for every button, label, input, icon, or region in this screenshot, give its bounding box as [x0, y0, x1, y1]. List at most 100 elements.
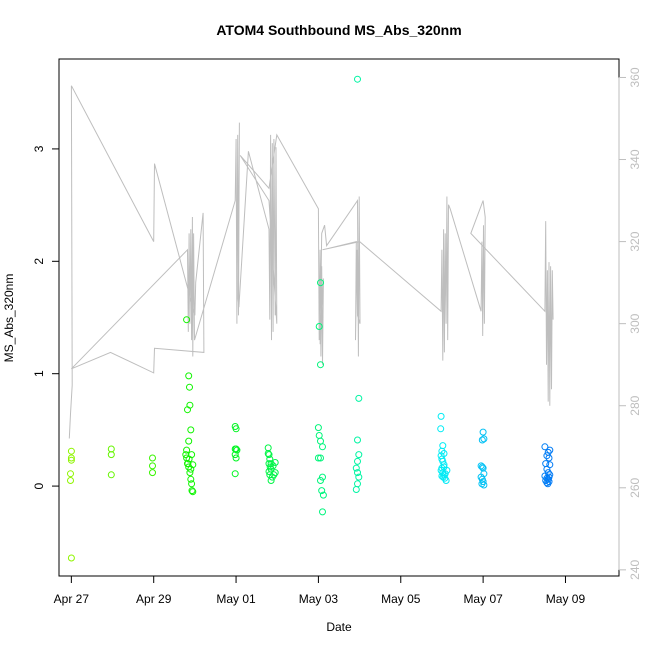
data-point — [437, 412, 445, 420]
data-point — [543, 452, 551, 460]
data-point — [319, 443, 326, 451]
y-tick-label: 2 — [32, 258, 46, 265]
data-point — [67, 477, 74, 484]
data-point — [480, 481, 488, 489]
data-point — [271, 469, 279, 477]
right-y-tick-label: 340 — [628, 149, 642, 169]
data-point — [354, 75, 361, 83]
data-point — [478, 436, 486, 444]
data-point — [319, 473, 326, 481]
data-point — [265, 460, 273, 468]
data-point — [355, 473, 363, 481]
x-tick-label: Apr 27 — [54, 592, 90, 606]
x-tick-label: May 09 — [546, 592, 586, 606]
data-point — [318, 487, 326, 495]
right-y-tick-label: 320 — [628, 231, 642, 251]
data-point — [354, 457, 361, 465]
data-point — [314, 454, 322, 462]
data-point — [149, 462, 156, 470]
data-point — [438, 447, 446, 455]
x-tick-label: May 03 — [299, 592, 339, 606]
x-axis-label: Date — [326, 620, 352, 634]
data-point — [183, 316, 191, 324]
data-point — [354, 469, 361, 477]
x-tick-label: Apr 29 — [136, 592, 172, 606]
x-axis: Apr 27 Apr 29 May 01 May 03 May 05 May 07 May … — [54, 575, 586, 606]
data-point — [185, 455, 193, 463]
data-point — [187, 475, 195, 483]
data-point — [352, 464, 360, 472]
secondary-line-layer — [68, 85, 554, 439]
data-point — [186, 469, 194, 477]
data-point — [185, 437, 193, 445]
data-point — [441, 470, 449, 478]
data-point — [189, 461, 197, 469]
data-point — [355, 451, 363, 459]
data-point — [542, 460, 550, 468]
data-point — [185, 372, 193, 380]
data-point — [187, 426, 195, 434]
data-point — [267, 477, 275, 484]
data-point — [442, 477, 450, 484]
right-y-tick-label: 280 — [628, 395, 642, 415]
data-point — [315, 323, 323, 330]
data-point — [233, 446, 241, 454]
data-point — [317, 437, 324, 445]
right-y-tick-label: 260 — [628, 477, 642, 497]
x-tick-label: May 05 — [381, 592, 421, 606]
data-point — [541, 443, 549, 451]
data-point — [437, 425, 445, 433]
data-point — [543, 465, 551, 473]
data-point — [477, 462, 485, 470]
data-point — [107, 471, 115, 479]
data-point — [317, 279, 324, 287]
data-point — [183, 446, 191, 454]
data-point — [231, 470, 239, 478]
data-point — [479, 428, 487, 436]
data-point — [317, 361, 324, 369]
data-point — [186, 401, 194, 409]
plot-frame — [58, 58, 620, 577]
y-tick-label: 0 — [32, 482, 46, 489]
data-point — [354, 436, 361, 444]
y-axis: 0 1 2 3 — [32, 145, 60, 489]
data-point — [314, 424, 322, 432]
data-point — [354, 480, 361, 488]
right-y-axis: 240 260 280 300 320 340 360 — [618, 67, 642, 580]
data-point — [355, 394, 363, 402]
data-point — [67, 470, 74, 478]
data-point — [480, 435, 488, 443]
data-point — [319, 491, 327, 499]
data-point — [439, 442, 447, 450]
data-point — [545, 454, 553, 462]
data-point — [186, 383, 193, 391]
data-point — [545, 473, 553, 481]
right-y-tick-label: 300 — [628, 313, 642, 333]
data-point — [188, 487, 196, 495]
x-tick-label: May 07 — [463, 592, 503, 606]
data-point — [67, 447, 75, 455]
data-point — [149, 469, 156, 477]
data-point — [352, 486, 360, 493]
data-point — [266, 455, 274, 463]
y-axis-label: MS_Abs_320nm — [2, 274, 16, 363]
data-point — [440, 463, 448, 471]
data-point — [188, 480, 196, 488]
data-point — [440, 461, 448, 469]
data-point — [189, 488, 197, 496]
data-point — [317, 454, 324, 462]
y-tick-label: 3 — [32, 145, 46, 152]
data-point — [107, 451, 115, 459]
data-point — [184, 460, 192, 468]
right-y-tick-label: 360 — [628, 67, 642, 87]
data-point — [544, 480, 552, 488]
data-point — [67, 454, 75, 462]
chart-title: ATOM4 Southbound MS_Abs_320nm — [216, 22, 461, 38]
data-point — [319, 508, 326, 516]
data-points-layer — [67, 75, 554, 562]
data-point — [315, 432, 323, 439]
data-point — [67, 456, 75, 464]
data-point — [67, 554, 75, 562]
data-point — [149, 454, 156, 462]
